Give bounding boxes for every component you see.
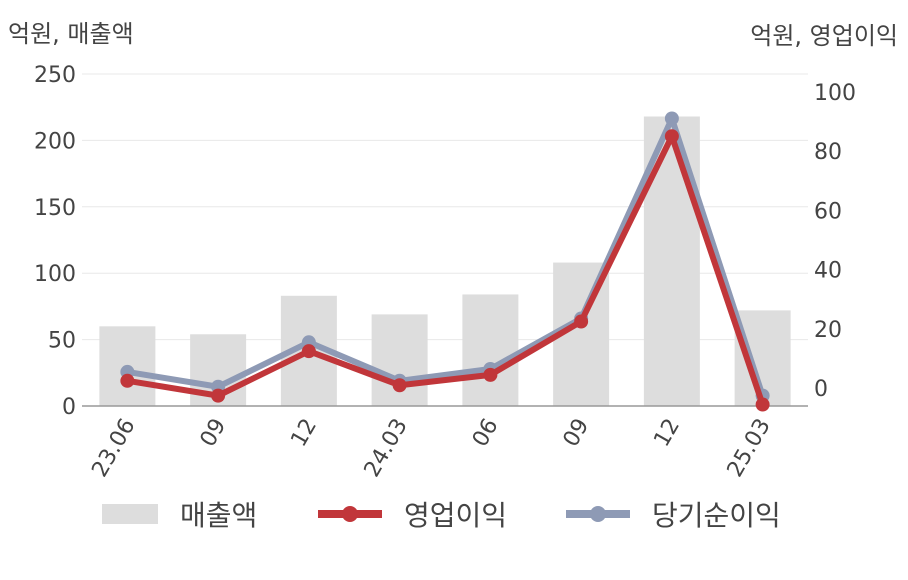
point-영업이익 [574,314,589,329]
left-tick-label: 250 [34,63,76,88]
left-axis-title: 억원, 매출액 [8,20,134,48]
x-tick-label: 09 [196,415,232,452]
legend-label-sales: 매출액 [180,499,258,532]
legend: 매출액 영업이익 당기순이익 [0,492,908,536]
right-axis-title: 억원, 영업이익 [750,22,898,50]
right-tick-label: 60 [814,199,842,224]
x-tick-label: 25.03 [723,415,776,482]
legend-item-net-income: 당기순이익 [566,492,781,536]
point-영업이익 [392,378,407,393]
x-tick-label: 24.03 [360,415,413,482]
legend-label-operating-profit: 영업이익 [404,499,508,532]
right-tick-label: 0 [814,377,828,402]
point-영업이익 [664,129,679,144]
legend-label-net-income: 당기순이익 [652,499,781,532]
x-tick-label: 12 [649,415,685,452]
x-tick-label: 23.06 [87,415,140,482]
legend-item-operating-profit: 영업이익 [318,492,507,536]
legend-swatch-net-income [566,504,630,524]
point-영업이익 [755,397,770,412]
x-tick-label: 09 [559,415,595,452]
left-tick-label: 50 [48,329,76,354]
line-당기순이익 [124,115,766,399]
point-영업이익 [483,367,498,382]
legend-swatch-operating-profit [318,504,382,524]
left-tick-label: 100 [34,262,76,287]
point-영업이익 [120,373,135,388]
point-당기순이익 [664,111,679,126]
bar-매출액 [371,314,428,406]
point-영업이익 [211,388,226,403]
left-tick-label: 150 [34,196,76,221]
x-tick-label: 12 [286,415,322,452]
right-tick-label: 40 [814,259,842,284]
right-tick-label: 20 [814,318,842,343]
left-tick-label: 0 [62,395,76,420]
point-영업이익 [301,344,316,359]
legend-swatch-sales [102,504,158,524]
legend-item-sales: 매출액 [102,492,257,536]
left-tick-label: 200 [34,129,76,154]
x-tick-label: 06 [468,415,504,452]
line-영업이익 [124,133,766,408]
right-tick-label: 80 [814,140,842,165]
bar-매출액 [462,294,519,406]
right-tick-label: 100 [814,81,856,106]
